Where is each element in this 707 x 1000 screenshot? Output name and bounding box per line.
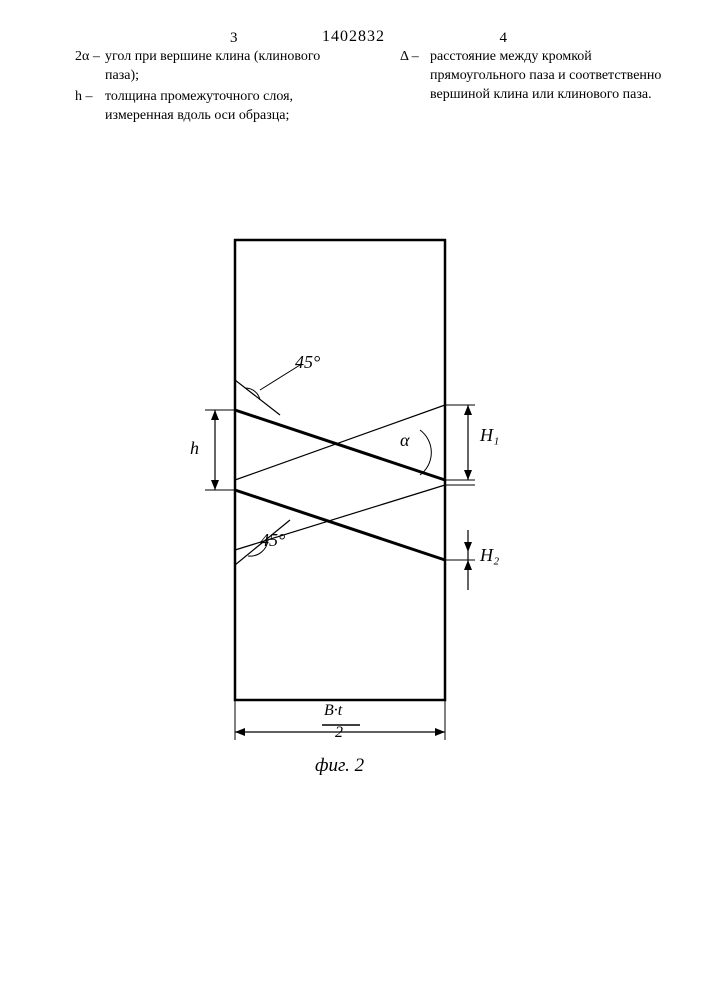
label-H1: H₁ xyxy=(480,425,499,446)
label-h: h xyxy=(190,438,199,459)
doc-number: 1402832 xyxy=(322,28,385,46)
def-symbol: 2α – xyxy=(75,48,105,86)
def-symbol: Δ – xyxy=(400,48,430,105)
label-dim-num: B·t xyxy=(324,702,342,720)
figure-diagram: 45° 45° α H₁ H₂ h B·t 2 фиг. 2 xyxy=(170,230,550,790)
def-text: расстояние между кромкой прямоугольного … xyxy=(430,48,670,105)
label-45-bottom: 45° xyxy=(260,530,285,551)
label-H2: H₂ xyxy=(480,545,499,566)
label-dim-den: 2 xyxy=(335,724,343,742)
figure-svg xyxy=(170,230,550,790)
def-text: угол при вершине клина (клинового паза); xyxy=(105,48,345,86)
page-number-right: 4 xyxy=(500,30,508,47)
definitions-right: Δ – расстояние между кромкой прямоугольн… xyxy=(400,48,670,107)
def-row: Δ – расстояние между кромкой прямоугольн… xyxy=(400,48,670,105)
label-45-top: 45° xyxy=(295,352,320,373)
def-row: 2α – угол при вершине клина (клинового п… xyxy=(75,48,345,86)
page-number-left: 3 xyxy=(230,30,238,47)
def-row: h – толщина промежуточного слоя, измерен… xyxy=(75,88,345,126)
definitions-left: 2α – угол при вершине клина (клинового п… xyxy=(75,48,345,128)
label-alpha: α xyxy=(400,430,409,451)
figure-caption: фиг. 2 xyxy=(315,755,364,777)
def-symbol: h – xyxy=(75,88,105,126)
def-text: толщина промежуточного слоя, измеренная … xyxy=(105,88,345,126)
